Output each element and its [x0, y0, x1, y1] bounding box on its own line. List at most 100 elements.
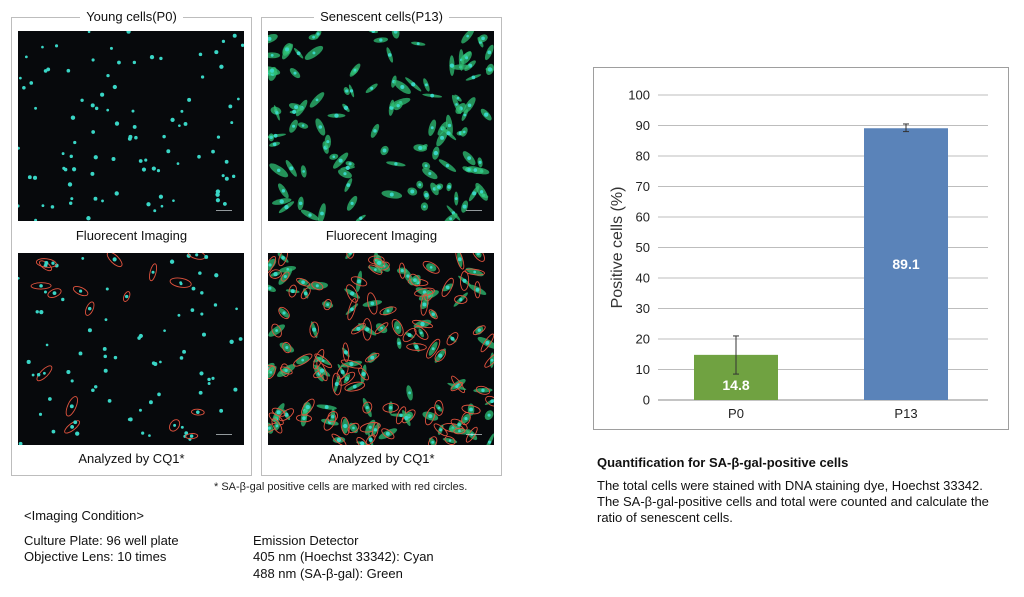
- cell-nucleus: [338, 158, 343, 163]
- cell-nucleus: [373, 129, 377, 133]
- cell-nucleus: [148, 400, 153, 405]
- cell-nucleus: [431, 347, 435, 351]
- cell-nucleus: [467, 167, 471, 172]
- cell-nucleus: [180, 109, 184, 113]
- red-circle-marker: [346, 253, 355, 259]
- bar-value-label: 14.8: [722, 377, 749, 393]
- cell-nucleus: [416, 42, 420, 46]
- cell-nucleus: [463, 113, 467, 117]
- cell-nucleus: [48, 397, 52, 401]
- cell-nucleus: [224, 159, 229, 164]
- red-circle-marker: [411, 319, 434, 329]
- cell-nucleus: [268, 263, 272, 267]
- red-circle-marker: [331, 433, 347, 445]
- cell-nucleus: [467, 103, 472, 108]
- cell-nucleus: [400, 269, 404, 273]
- cell-nucleus: [385, 431, 390, 436]
- cell-nucleus: [420, 321, 425, 327]
- cell-nucleus: [326, 303, 330, 307]
- cell-nucleus: [104, 318, 108, 322]
- cell-dots: [18, 253, 243, 445]
- cell-nucleus: [481, 36, 485, 41]
- cell-nucleus: [343, 172, 347, 176]
- cell-nucleus: [200, 75, 205, 79]
- cell-nucleus: [431, 312, 435, 316]
- cell-nucleus: [62, 166, 66, 170]
- cell-nucleus: [473, 270, 477, 274]
- red-circle-marker: [271, 418, 283, 434]
- red-circle-marker: [428, 436, 438, 445]
- cell-nucleus: [216, 135, 221, 139]
- red-circle-marker: [426, 338, 441, 359]
- cell-nucleus: [488, 440, 492, 444]
- cell-nucleus: [490, 399, 494, 404]
- cell-nucleus: [195, 253, 199, 257]
- cell-nucleus: [176, 162, 180, 165]
- cell-nucleus: [240, 43, 244, 47]
- cell-nucleus: [45, 343, 49, 347]
- cell-nucleus: [198, 390, 203, 395]
- cell-dots: [268, 253, 494, 445]
- cell-nucleus: [410, 189, 415, 194]
- red-circle-marker: [365, 352, 380, 363]
- cell-nucleus: [437, 406, 441, 410]
- cell-nucleus: [345, 165, 350, 170]
- cell-nucleus: [424, 83, 428, 87]
- positive-cells-chart: 0 10 20 30 40 50 60 70 80 90 100 Positive cells (%)…: [593, 67, 1009, 430]
- cell-nucleus: [368, 437, 373, 442]
- cell-nucleus: [334, 113, 339, 118]
- cell-nucleus: [151, 270, 155, 274]
- cell-nucleus: [413, 278, 417, 282]
- red-circle-marker: [424, 407, 436, 426]
- cell-nucleus: [352, 384, 357, 389]
- red-circle-marker: [278, 306, 290, 320]
- cell-nucleus: [456, 96, 460, 100]
- red-circle-marker: [475, 385, 491, 395]
- cell-nucleus: [177, 313, 181, 317]
- red-circle-marker: [474, 281, 481, 299]
- cell-nucleus: [365, 405, 369, 410]
- cell-nucleus: [374, 268, 377, 271]
- red-circle-marker: [169, 277, 192, 288]
- red-circle-marker: [344, 381, 366, 392]
- cell-nucleus: [298, 201, 303, 206]
- cell-nucleus: [393, 31, 398, 34]
- red-circle-marker: [461, 404, 481, 415]
- red-circle-marker: [72, 285, 89, 297]
- cell-nucleus: [424, 193, 429, 198]
- cell-nucleus: [326, 140, 330, 144]
- cell-nucleus: [103, 354, 108, 359]
- red-circle-marker: [420, 293, 429, 316]
- cell-nucleus: [281, 189, 286, 193]
- cell-nucleus: [292, 109, 297, 114]
- red-circle-marker: [301, 398, 315, 416]
- cell-nucleus: [301, 280, 305, 285]
- red-circle-marker: [169, 419, 181, 432]
- cell-nucleus: [107, 398, 112, 403]
- red-circle-marker: [278, 253, 288, 267]
- cell-dots: [18, 31, 244, 221]
- cell-nucleus: [201, 332, 206, 337]
- cell-nucleus: [178, 124, 181, 127]
- cell-nucleus: [350, 201, 354, 205]
- red-circle-marker: [381, 428, 395, 440]
- young-analyzed-caption: Analyzed by CQ1*: [78, 451, 185, 466]
- cell-nucleus: [464, 416, 468, 421]
- cell-nucleus: [172, 199, 175, 203]
- cell-nucleus: [312, 35, 316, 39]
- red-circle-marker: [351, 323, 366, 335]
- red-circle-marker: [461, 411, 471, 426]
- cell-nucleus: [151, 166, 156, 171]
- cell-nucleus: [186, 253, 191, 258]
- red-circle-marker: [271, 407, 286, 417]
- cell-nucleus: [114, 191, 119, 196]
- red-circle-marker: [455, 253, 465, 270]
- cell-nucleus: [282, 311, 286, 315]
- cell-nucleus: [275, 424, 279, 428]
- cell-nucleus: [345, 89, 349, 93]
- cell-nucleus: [34, 106, 38, 110]
- y-tick-label: 40: [636, 271, 650, 286]
- cell-nucleus: [80, 98, 84, 102]
- cell-nucleus: [138, 333, 143, 339]
- cell-nucleus: [39, 284, 43, 288]
